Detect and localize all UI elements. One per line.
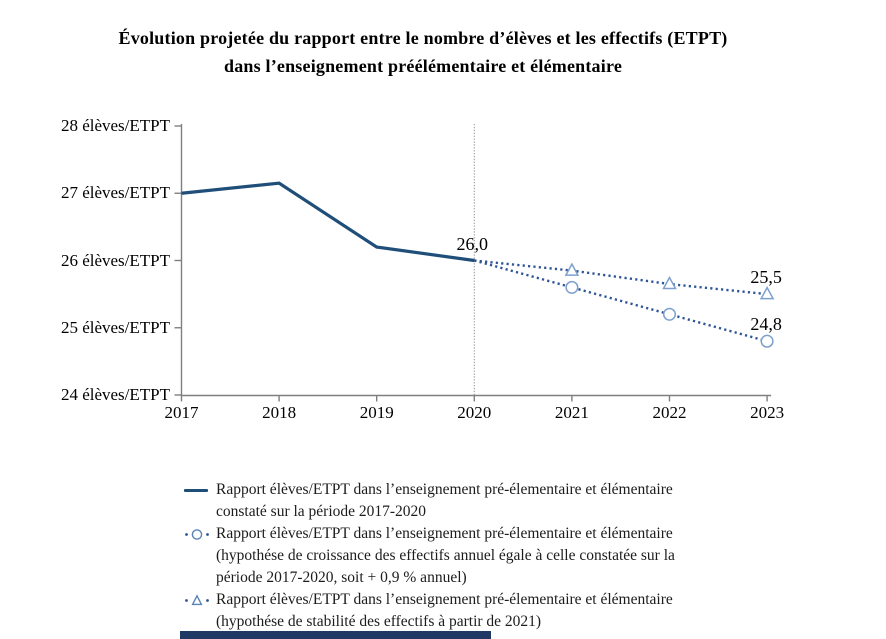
series-constate-line (181, 181, 475, 263)
marker-circle-2023 (760, 334, 774, 348)
y-axis-label: 25 élèves/ETPT (60, 317, 170, 337)
marker-triangle-2021 (564, 262, 580, 276)
x-axis-label: 2022 (652, 403, 687, 422)
data-label-2023-stability: 25,5 (750, 267, 782, 288)
legend-item-stabilite: Rapport élèves/ETPT dans l’enseignement … (184, 589, 804, 633)
series-stabilite-line (474, 259, 768, 296)
dotted-triangle-icon (184, 589, 212, 612)
y-axis-label: 24 élèves/ETPT (60, 385, 170, 404)
series-croissance-line (473, 259, 768, 343)
solid-line-icon (184, 479, 212, 493)
chart-plot-area (174, 124, 775, 402)
y-axis-label: 27 élèves/ETPT (60, 183, 170, 203)
legend-text-line: Rapport élèves/ETPT dans l’enseignement … (216, 525, 673, 542)
data-label-2020: 26,0 (456, 233, 489, 254)
marker-triangle-2022 (662, 275, 677, 290)
chart-title: Évolution projetée du rapport entre le n… (0, 24, 846, 80)
marker-circle-2021 (565, 280, 579, 294)
chart-title-line2: dans l’enseignement préélémentaire et él… (223, 56, 623, 76)
legend-item-constate: Rapport élèves/ETPT dans l’enseignement … (184, 479, 804, 523)
x-axis-label: 2019 (359, 403, 394, 422)
legend-text-line: Rapport élèves/ETPT dans l’enseignement … (216, 591, 673, 608)
data-label-2023-growth: 24,8 (750, 314, 782, 335)
legend: Rapport élèves/ETPT dans l’enseignement … (184, 479, 804, 633)
legend-text-line: période 2017-2020, soit + 0,9 % annuel) (216, 569, 467, 586)
x-axis-label: 2018 (262, 403, 297, 422)
x-axis-label: 2023 (750, 403, 785, 422)
legend-text-line: constaté sur la période 2017-2020 (216, 503, 427, 520)
y-axis-label: 28 élèves/ETPT (60, 116, 170, 135)
chart-title-line1: Évolution projetée du rapport entre le n… (118, 28, 728, 48)
legend-text-line: (hypothése de croissance des effectifs a… (216, 547, 675, 564)
marker-triangle-2023 (759, 286, 775, 300)
dotted-circle-icon (184, 523, 212, 546)
legend-text-line: (hypothése de stabilité des effectifs à … (216, 613, 542, 630)
y-axis-label: 26 élèves/ETPT (60, 250, 170, 270)
x-axis-label: 2021 (554, 403, 589, 422)
x-axis-label: 2017 (164, 403, 199, 422)
bottom-divider-bar (180, 631, 491, 639)
x-axis-label: 2020 (457, 403, 492, 422)
legend-item-croissance: Rapport élèves/ETPT dans l’enseignement … (184, 523, 804, 589)
legend-text-line: Rapport élèves/ETPT dans l’enseignement … (216, 481, 673, 498)
marker-circle-2022 (662, 307, 677, 321)
